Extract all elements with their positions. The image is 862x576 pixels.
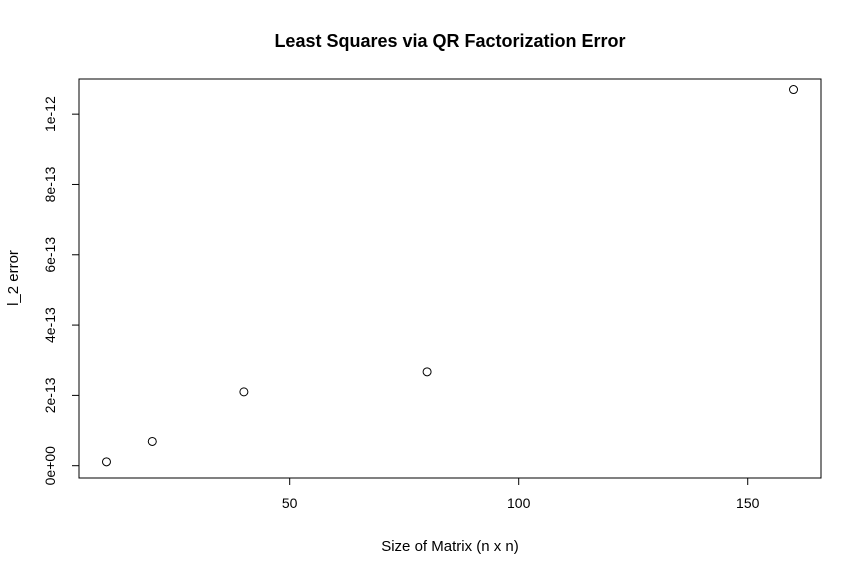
x-tick-label: 150 [736, 495, 760, 511]
x-axis: 50 100 150 [282, 477, 760, 511]
y-axis: 0e+00 2e-13 4e-13 6e-13 8e-13 1e-12 [42, 96, 80, 486]
data-point [101, 457, 111, 467]
y-tick-label: 2e-13 [42, 377, 58, 413]
data-point [147, 436, 157, 446]
y-tick-label: 6e-13 [42, 237, 58, 273]
x-tick-label: 100 [507, 495, 531, 511]
x-tick-label: 50 [282, 495, 298, 511]
y-tick-label: 0e+00 [42, 446, 58, 486]
y-tick-label: 8e-13 [42, 166, 58, 202]
y-tick-label: 1e-12 [42, 96, 58, 132]
x-axis-label: Size of Matrix (n x n) [381, 538, 519, 555]
y-tick-label: 4e-13 [42, 307, 58, 343]
data-point [789, 85, 799, 95]
chart-title: Least Squares via QR Factorization Error [274, 31, 625, 51]
data-point [239, 387, 249, 397]
data-point [422, 367, 432, 377]
plot-area-frame [78, 78, 822, 479]
data-points [101, 85, 799, 467]
y-axis-label: l_2 error [5, 250, 22, 306]
